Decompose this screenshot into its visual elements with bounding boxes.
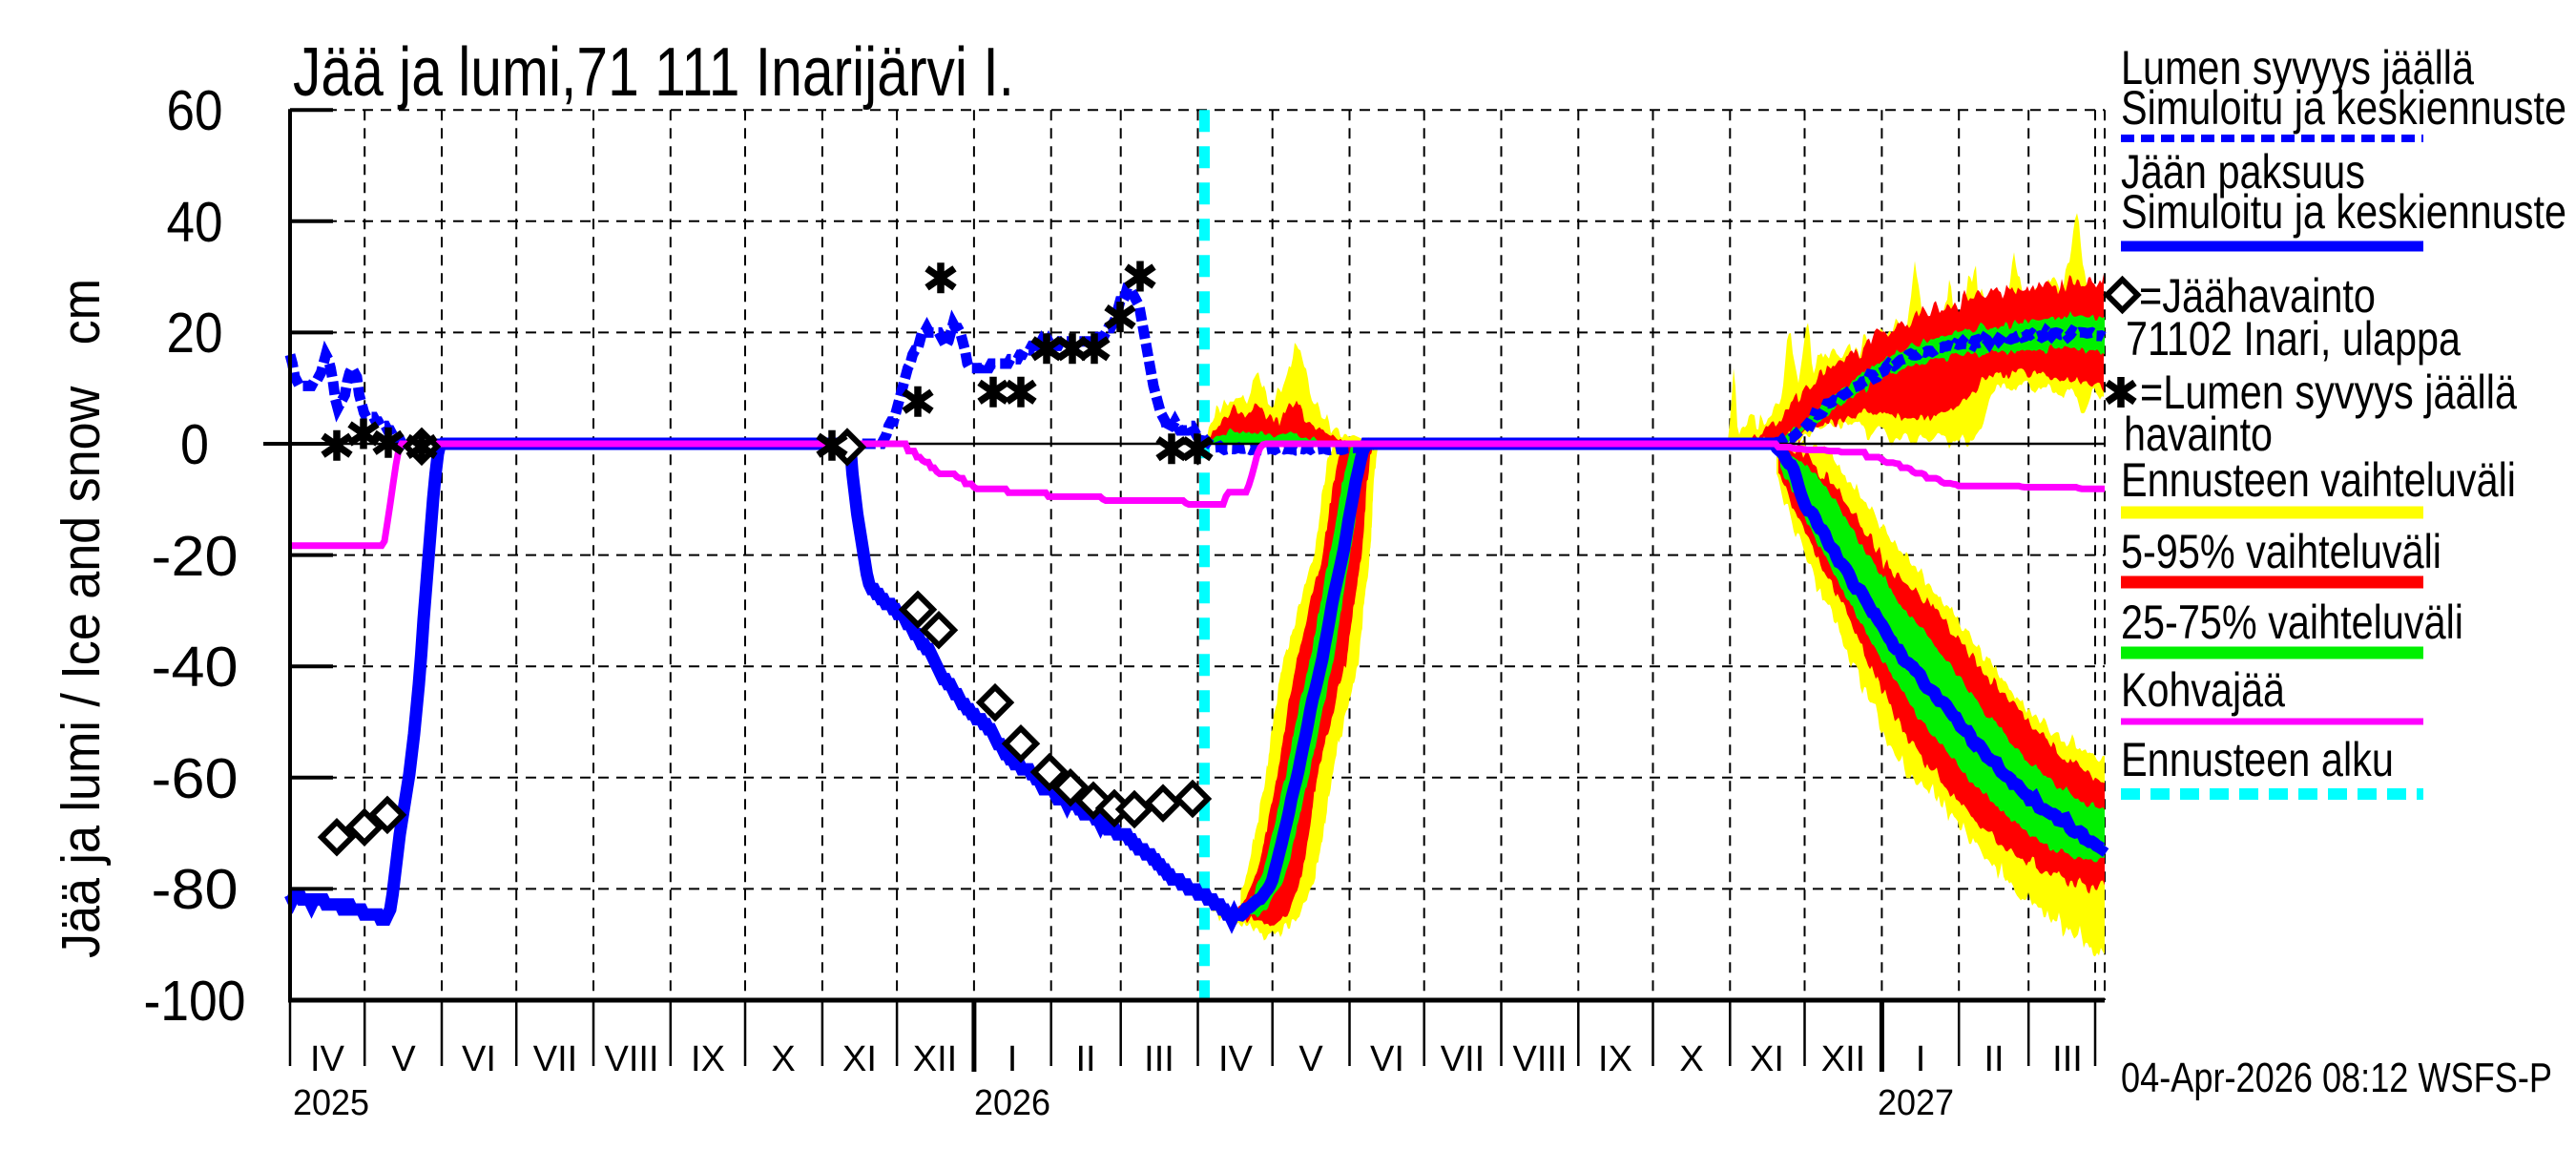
- svg-text:Kohvajää: Kohvajää: [2121, 663, 2285, 717]
- svg-text:II: II: [1075, 1039, 1095, 1079]
- svg-text:2027: 2027: [1878, 1083, 1954, 1123]
- svg-text:2025: 2025: [293, 1083, 369, 1123]
- svg-text:-20: -20: [152, 525, 239, 588]
- svg-text:III: III: [2052, 1039, 2083, 1079]
- svg-text:2026: 2026: [974, 1083, 1050, 1123]
- svg-text:VIII: VIII: [1512, 1039, 1567, 1079]
- svg-text:Lumen syvyys jäällä: Lumen syvyys jäällä: [2121, 41, 2474, 94]
- svg-text:IV: IV: [310, 1039, 345, 1079]
- svg-text:Jää ja lumi,71 111 Inarijärvi: Jää ja lumi,71 111 Inarijärvi I.: [293, 34, 1014, 111]
- svg-text:II: II: [1984, 1039, 2004, 1079]
- svg-text:XI: XI: [842, 1039, 877, 1079]
- svg-text:60: 60: [167, 79, 223, 142]
- svg-text:IX: IX: [1598, 1039, 1632, 1079]
- svg-text:V: V: [391, 1039, 416, 1079]
- svg-text:-40: -40: [152, 636, 239, 699]
- svg-text:-60: -60: [152, 747, 239, 810]
- svg-text:Ennusteen vaihteluväli: Ennusteen vaihteluväli: [2121, 453, 2516, 507]
- svg-text:III: III: [1144, 1039, 1174, 1079]
- svg-text:=Lumen syvyys jäällä: =Lumen syvyys jäällä: [2140, 366, 2517, 419]
- svg-text:VII: VII: [1441, 1039, 1485, 1079]
- svg-text:XI: XI: [1750, 1039, 1784, 1079]
- svg-text:Jään paksuus: Jään paksuus: [2121, 145, 2365, 199]
- svg-text:I: I: [1008, 1039, 1018, 1079]
- svg-text:V: V: [1298, 1039, 1323, 1079]
- svg-text:VII: VII: [533, 1039, 577, 1079]
- svg-text:Simuloitu ja keskiennuste: Simuloitu ja keskiennuste: [2121, 81, 2566, 135]
- svg-text:Ennusteen alku: Ennusteen alku: [2121, 733, 2394, 786]
- svg-text:havainto: havainto: [2124, 408, 2273, 461]
- svg-text:X: X: [771, 1039, 795, 1079]
- svg-text:25-75% vaihteluväli: 25-75% vaihteluväli: [2121, 596, 2463, 649]
- svg-text:VIII: VIII: [604, 1039, 658, 1079]
- svg-text:IX: IX: [691, 1039, 725, 1079]
- svg-text:VI: VI: [1370, 1039, 1404, 1079]
- svg-text:Simuloitu ja keskiennuste: Simuloitu ja keskiennuste: [2121, 185, 2566, 239]
- svg-text:Jää ja lumi / Ice and snow c: Jää ja lumi / Ice and snow cm: [51, 279, 112, 958]
- svg-text:5-95% vaihteluväli: 5-95% vaihteluväli: [2121, 525, 2441, 578]
- svg-text:71102 Inari, ulappa: 71102 Inari, ulappa: [2126, 312, 2461, 366]
- svg-text:0: 0: [180, 413, 209, 476]
- svg-text:-80: -80: [152, 858, 239, 921]
- svg-text:40: 40: [167, 191, 223, 254]
- svg-text:20: 20: [167, 302, 223, 365]
- svg-text:X: X: [1679, 1039, 1703, 1079]
- svg-text:VI: VI: [462, 1039, 496, 1079]
- svg-text:04-Apr-2026 08:12 WSFS-P: 04-Apr-2026 08:12 WSFS-P: [2121, 1055, 2552, 1101]
- svg-text:XII: XII: [1821, 1039, 1865, 1079]
- svg-text:XII: XII: [913, 1039, 957, 1079]
- svg-text:-100: -100: [144, 970, 246, 1033]
- svg-text:I: I: [1916, 1039, 1926, 1079]
- svg-text:=Jäähavainto: =Jäähavainto: [2139, 269, 2376, 323]
- svg-text:IV: IV: [1218, 1039, 1254, 1079]
